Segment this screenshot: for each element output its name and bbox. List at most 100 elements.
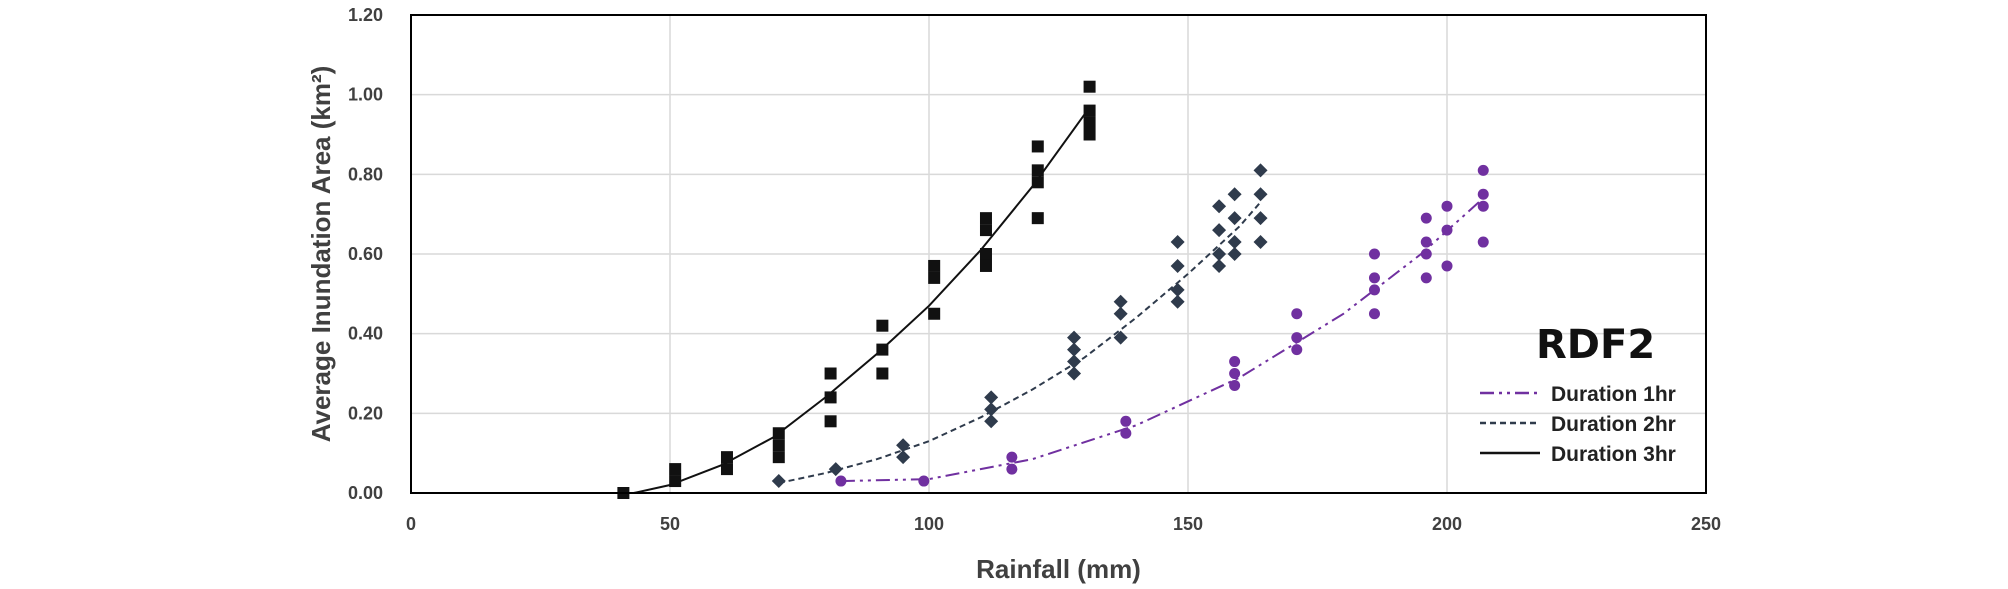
y-tick-label: 0.20 xyxy=(348,403,383,423)
data-point-series-2 xyxy=(984,390,999,405)
data-point-series-1 xyxy=(1441,224,1453,236)
data-point-series-2 xyxy=(1113,294,1128,309)
data-point-series-1 xyxy=(918,475,930,487)
data-point-series-1 xyxy=(1229,356,1241,368)
data-point-series-2 xyxy=(1067,330,1082,345)
data-point-series-3 xyxy=(979,212,992,225)
data-point-series-1 xyxy=(1006,463,1018,475)
data-point-series-3 xyxy=(876,343,889,356)
trend-lines xyxy=(633,114,1484,494)
x-tick-label: 0 xyxy=(406,514,416,534)
data-point-series-1 xyxy=(1441,200,1453,212)
data-point-series-3 xyxy=(772,427,785,440)
data-point-series-1 xyxy=(1477,188,1489,200)
data-point-series-1 xyxy=(835,475,847,487)
x-tick-label: 250 xyxy=(1691,514,1721,534)
data-point-series-1 xyxy=(1120,415,1132,427)
data-point-series-3 xyxy=(1083,128,1096,141)
data-point-series-3 xyxy=(1083,116,1096,129)
x-tick-label: 200 xyxy=(1432,514,1462,534)
data-point-series-2 xyxy=(1113,306,1128,321)
data-point-series-3 xyxy=(928,259,941,272)
legend: RDF2 Duration 1hr Duration 2hr Duration 3h… xyxy=(1480,322,1676,466)
data-point-series-2 xyxy=(1212,258,1227,273)
data-point-series-3 xyxy=(1031,140,1044,153)
data-point-series-3 xyxy=(1031,176,1044,189)
data-point-series-2 xyxy=(1170,282,1185,297)
data-point-series-3 xyxy=(1083,80,1096,93)
data-point-series-2 xyxy=(896,450,911,465)
data-point-series-2 xyxy=(771,474,786,489)
data-point-series-2 xyxy=(1227,235,1242,250)
data-point-series-2 xyxy=(1227,211,1242,226)
data-point-series-1 xyxy=(1368,308,1380,320)
data-point-series-3 xyxy=(979,224,992,237)
data-point-series-1 xyxy=(1368,248,1380,260)
data-point-series-1 xyxy=(1291,308,1303,320)
data-point-series-1 xyxy=(1291,332,1303,344)
data-point-series-1 xyxy=(1477,236,1489,248)
data-point-series-1 xyxy=(1006,451,1018,463)
plot-area-border xyxy=(410,14,1707,494)
x-tick-label: 50 xyxy=(660,514,680,534)
data-point-series-2 xyxy=(896,438,911,453)
x-axis-ticks: 0 50 100 150 200 250 xyxy=(406,514,1721,534)
data-point-series-2 xyxy=(1212,199,1227,214)
legend-label-series-2: Duration 2hr xyxy=(1551,413,1676,436)
data-point-series-2 xyxy=(984,414,999,429)
data-point-series-2 xyxy=(1212,223,1227,238)
x-axis-label: Rainfall (mm) xyxy=(976,554,1141,584)
data-point-series-2 xyxy=(984,402,999,417)
trendline-series-1 xyxy=(840,197,1484,483)
data-point-series-3 xyxy=(824,391,837,404)
data-markers xyxy=(617,80,1489,499)
data-point-series-1 xyxy=(1420,248,1432,260)
data-point-series-2 xyxy=(828,462,843,477)
data-point-series-1 xyxy=(1291,344,1303,356)
x-tick-label: 100 xyxy=(914,514,944,534)
data-point-series-3 xyxy=(720,451,733,464)
data-point-series-2 xyxy=(1170,258,1185,273)
x-tick-label: 150 xyxy=(1173,514,1203,534)
legend-title: RDF2 xyxy=(1536,322,1655,368)
data-point-series-3 xyxy=(928,307,941,320)
trendline-series-2 xyxy=(778,201,1262,484)
y-axis-ticks: 0.00 0.20 0.40 0.60 0.80 1.00 1.20 xyxy=(348,5,383,503)
data-point-series-3 xyxy=(979,259,992,272)
data-point-series-3 xyxy=(1031,164,1044,177)
data-point-series-1 xyxy=(1368,284,1380,296)
y-tick-label: 0.80 xyxy=(348,164,383,184)
data-point-series-3 xyxy=(979,248,992,260)
data-point-series-1 xyxy=(1477,164,1489,176)
y-tick-label: 1.00 xyxy=(348,85,383,105)
data-point-series-3 xyxy=(772,451,785,464)
data-point-series-2 xyxy=(1227,247,1242,261)
data-point-series-2 xyxy=(1067,354,1082,369)
data-point-series-2 xyxy=(1253,211,1268,226)
data-point-series-1 xyxy=(1229,379,1241,391)
data-point-series-1 xyxy=(1368,272,1380,284)
data-point-series-3 xyxy=(824,367,837,380)
data-point-series-1 xyxy=(1120,427,1132,439)
data-point-series-1 xyxy=(1477,200,1489,212)
data-point-series-1 xyxy=(1420,236,1432,248)
data-point-series-2 xyxy=(1212,247,1227,261)
y-tick-label: 0.00 xyxy=(348,483,383,503)
data-point-series-2 xyxy=(1067,366,1082,381)
data-point-series-1 xyxy=(1420,212,1432,224)
data-point-series-2 xyxy=(1170,294,1185,309)
data-point-series-3 xyxy=(1031,212,1044,225)
data-point-series-3 xyxy=(876,319,889,332)
trendline-series-3 xyxy=(633,114,1086,494)
data-point-series-2 xyxy=(1253,187,1268,202)
data-point-series-2 xyxy=(1067,342,1082,357)
data-point-series-1 xyxy=(1441,260,1453,272)
y-tick-label: 0.40 xyxy=(348,324,383,344)
data-point-series-3 xyxy=(1083,104,1096,117)
data-point-series-2 xyxy=(1170,235,1185,250)
data-point-series-3 xyxy=(669,463,682,476)
gridlines xyxy=(410,14,1707,494)
y-axis-label: Average Inundation Area (km²) xyxy=(306,66,336,443)
legend-label-series-3: Duration 3hr xyxy=(1551,443,1676,466)
